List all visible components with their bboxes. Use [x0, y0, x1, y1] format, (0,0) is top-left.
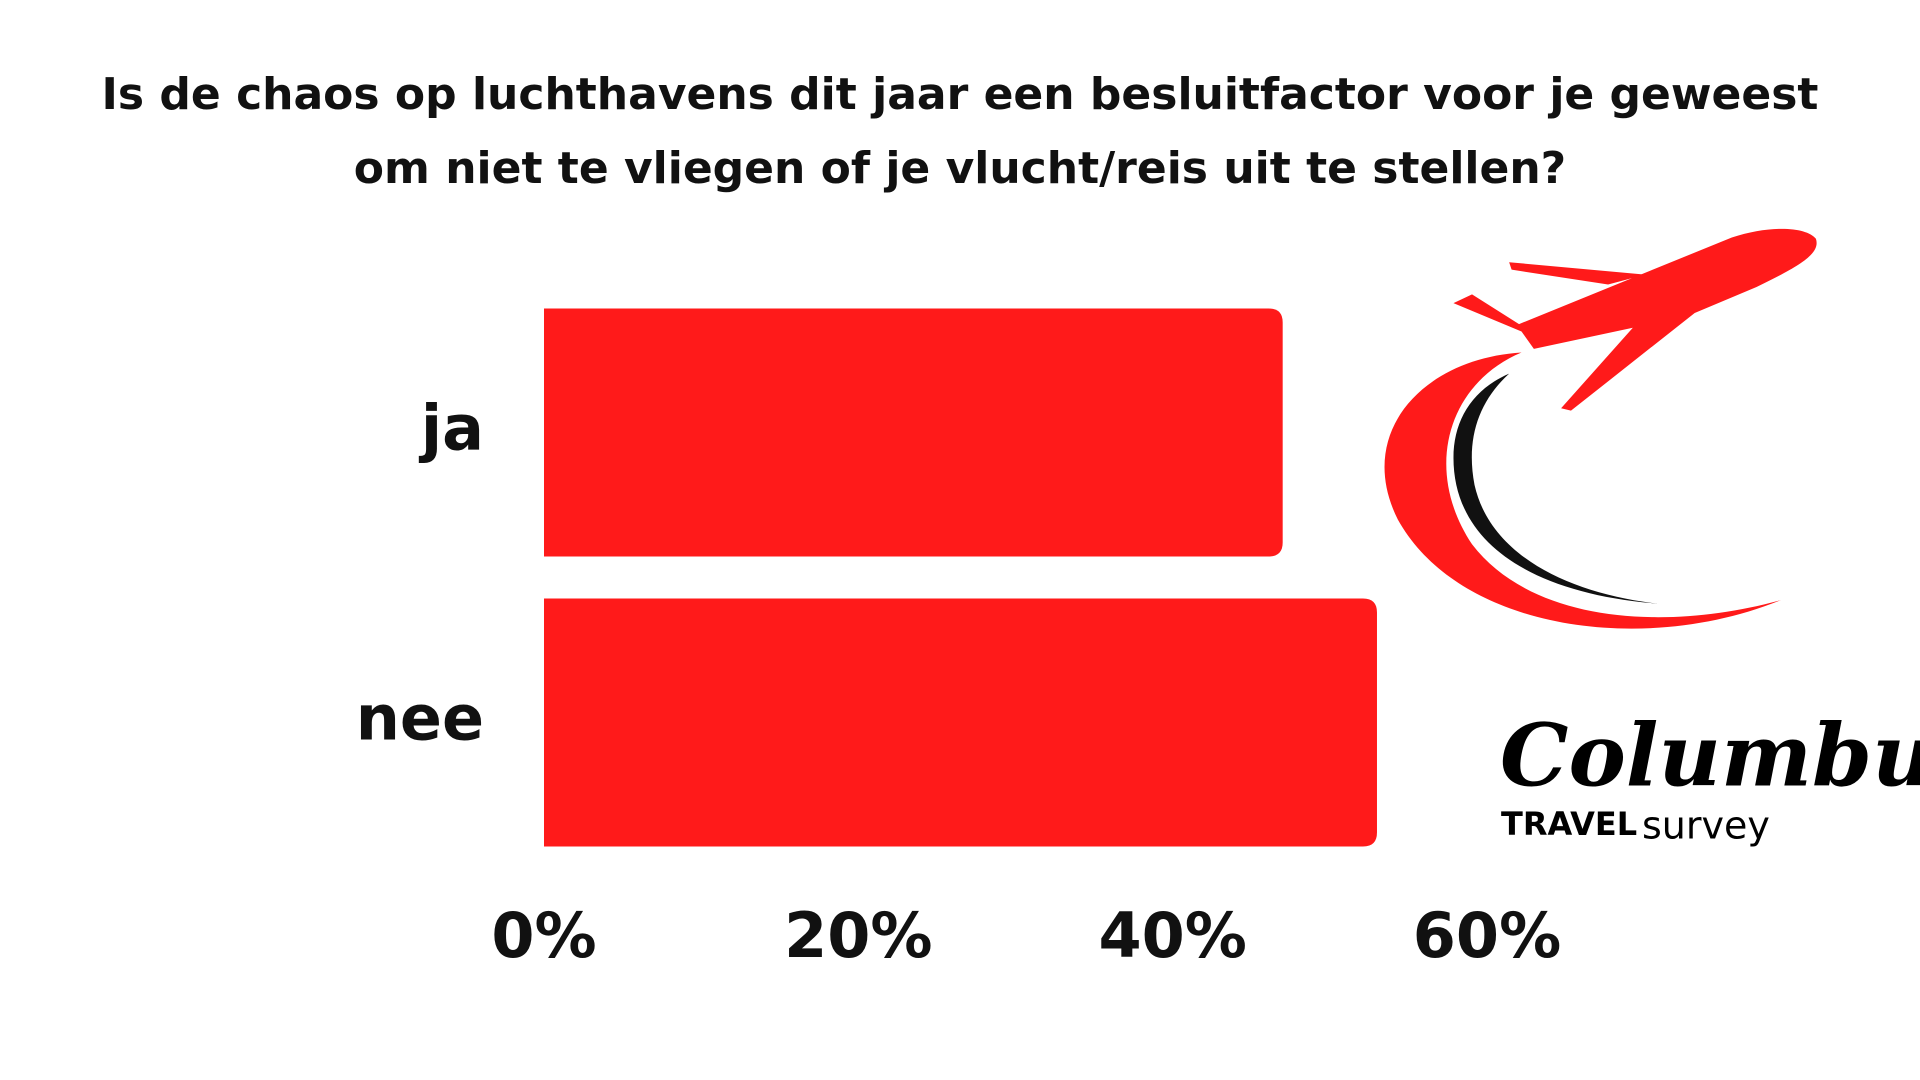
logo-survey: survey — [1642, 804, 1770, 848]
x-tick-label: 60% — [1413, 899, 1561, 972]
y-tick-label: nee — [356, 682, 484, 755]
x-tick-label: 20% — [784, 899, 932, 972]
logo-travel: TRAVEL — [1501, 805, 1637, 843]
chart-title: Is de chaos op luchthavens dit jaar een … — [101, 69, 1819, 194]
bar — [544, 598, 1377, 847]
title-box: Is de chaos op luchthavens dit jaar een … — [101, 69, 1819, 194]
swoosh-dark — [1453, 373, 1658, 604]
x-tick-label: 40% — [1098, 899, 1246, 972]
y-tick-label: ja — [418, 392, 484, 465]
x-tick-label: 0% — [491, 899, 596, 972]
swoosh — [1384, 352, 1782, 629]
logo-graphic — [1384, 228, 1817, 629]
bar — [544, 308, 1283, 557]
airplane — [1453, 228, 1817, 411]
logo-name: Columbus — [1500, 706, 1920, 807]
